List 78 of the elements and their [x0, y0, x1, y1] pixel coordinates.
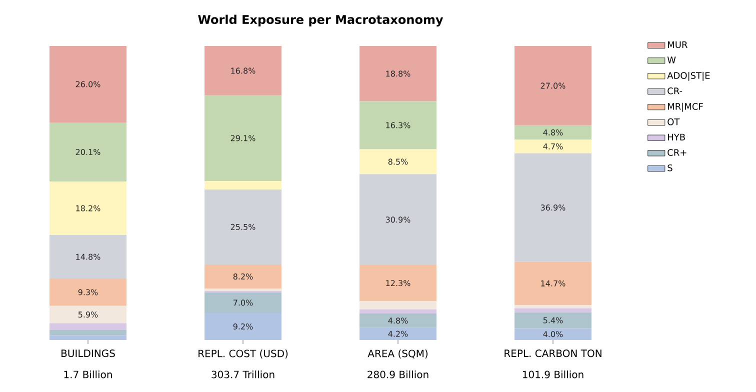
data-label: 9.2%: [233, 323, 253, 330]
bar: [514, 46, 592, 126]
bar: [514, 328, 592, 340]
data-label: 4.2%: [388, 330, 408, 337]
bar: [204, 312, 282, 340]
data-label: 7.0%: [234, 300, 253, 306]
data-label: 9.3%: [78, 289, 98, 296]
bar: [514, 305, 592, 308]
text: 303.7 Trillion: [212, 370, 274, 378]
data-label: 18.2%: [76, 205, 100, 212]
x-tick-label: AREA (SQM): [368, 350, 428, 358]
bar: [360, 328, 436, 340]
bar: [360, 174, 436, 266]
bar: [360, 301, 436, 310]
data-label: 20.1%: [76, 148, 100, 156]
bar: [50, 330, 126, 336]
data-label: 25.5%: [230, 224, 256, 230]
x-tick-label: BUILDINGS: [62, 350, 115, 358]
data-label: 5.9%: [78, 312, 98, 318]
legend-label: ADO|ST|E: [667, 72, 710, 81]
data-label: 16.8%: [231, 68, 256, 74]
legend-label: MR|MCF: [668, 102, 703, 112]
bar: [514, 153, 592, 262]
legend-label: S: [668, 164, 672, 172]
legend-label: OT: [668, 118, 680, 126]
text: 101.9 Billion: [522, 370, 584, 378]
bar: [360, 309, 436, 314]
data-label: 14.7%: [541, 280, 566, 286]
bar: [514, 308, 592, 312]
bar: [204, 292, 282, 313]
data-label: 5.4%: [543, 317, 563, 324]
legend-label: W: [667, 56, 676, 64]
x-tick-label: REPL. COST (USD): [198, 350, 288, 358]
bar: [50, 335, 126, 340]
bar: [50, 278, 126, 306]
data-label: 36.9%: [540, 204, 566, 211]
bar: [360, 101, 436, 150]
bar: [204, 180, 282, 190]
data-label: 29.1%: [230, 135, 256, 142]
data-label: 8.2%: [233, 273, 253, 280]
bar: [204, 95, 282, 181]
bar: [50, 235, 126, 279]
data-label: 18.8%: [386, 70, 410, 77]
chart-title: World Exposure per Macrotaxonomy: [198, 14, 444, 26]
bar: [50, 323, 126, 330]
data-label: 30.9%: [386, 216, 410, 223]
bar: [360, 149, 436, 174]
bar: [514, 262, 592, 306]
data-label: 16.3%: [386, 122, 410, 128]
bar: [514, 312, 592, 328]
data-label: 8.5%: [388, 158, 408, 165]
bar: [204, 189, 282, 264]
data-label: 12.3%: [386, 280, 410, 286]
data-label: 4.7%: [543, 143, 563, 150]
data-label: 4.8%: [388, 318, 408, 324]
legend-label: HYB: [668, 134, 685, 140]
text: 1.7 Billion: [64, 370, 112, 378]
x-tick-label: REPL. CARBON TON: [504, 350, 602, 358]
text: 280.9 Billion: [368, 370, 428, 378]
bar: [360, 314, 436, 328]
bar: [50, 182, 126, 236]
data-label: 4.8%: [543, 129, 563, 136]
bar: [50, 122, 126, 182]
bar: [514, 125, 592, 140]
data-label: 4.0%: [543, 331, 563, 338]
bar: [204, 46, 282, 96]
bar: [50, 306, 126, 324]
legend-label: MUR: [668, 41, 688, 48]
data-label: 14.8%: [76, 254, 100, 260]
bar: [360, 265, 436, 302]
legend-label: CR-: [668, 87, 682, 94]
bar: [204, 264, 282, 289]
bar: [360, 46, 436, 102]
bar: [514, 139, 592, 154]
legend-label: CR+: [668, 149, 686, 156]
data-label: 26.0%: [76, 81, 100, 88]
bar: [50, 46, 126, 122]
data-label: 27.0%: [540, 82, 566, 89]
